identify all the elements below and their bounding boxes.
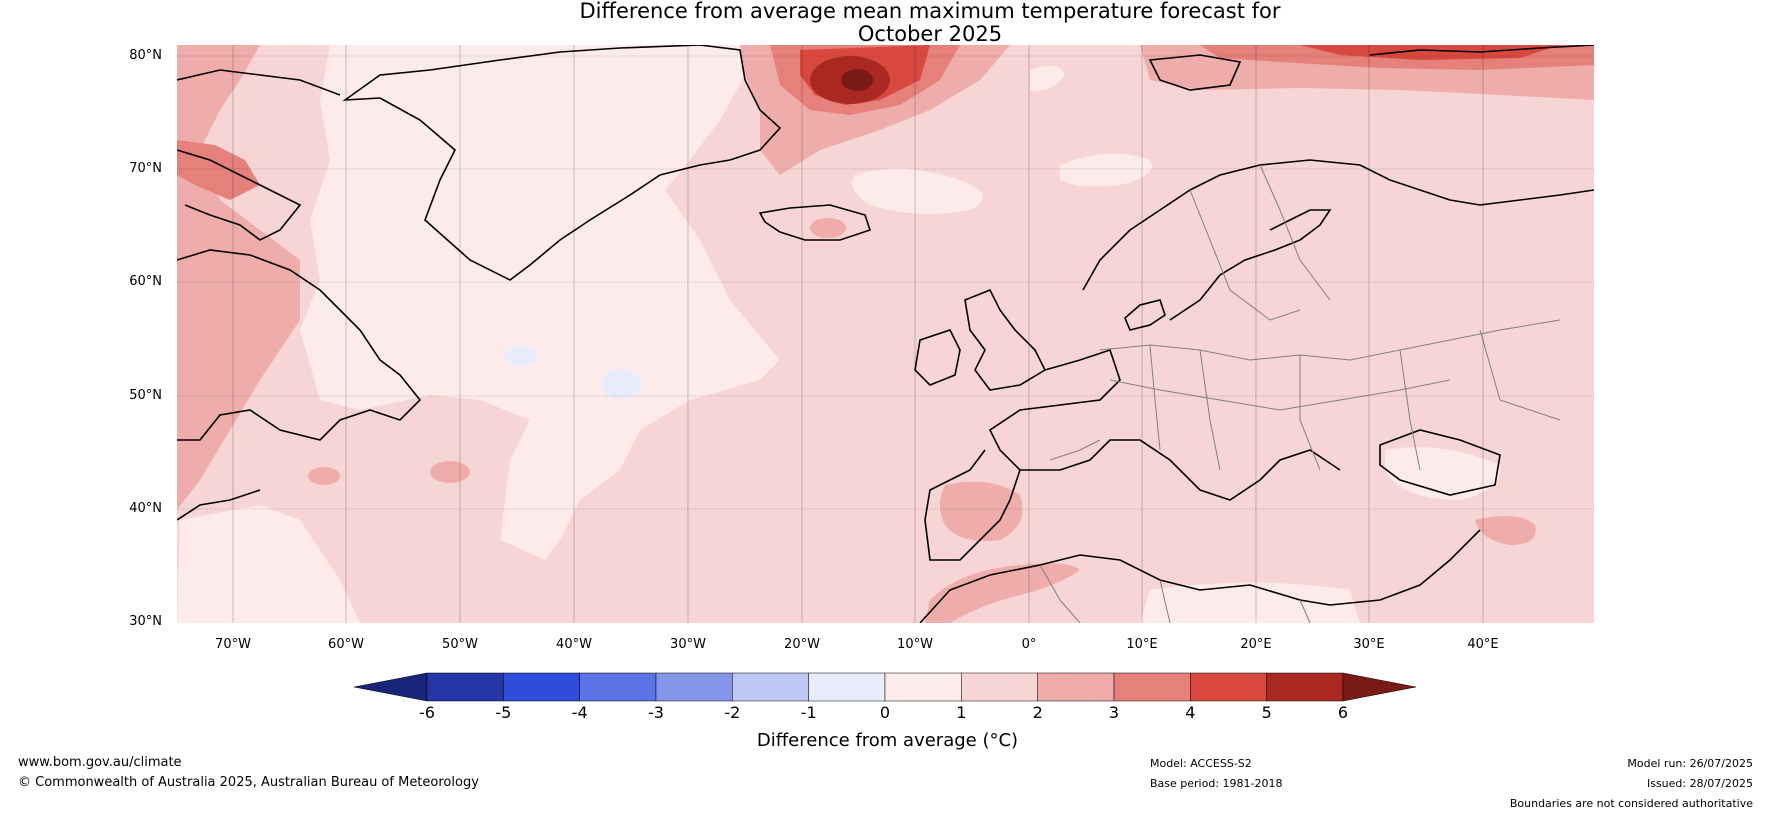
colorbar-swatch <box>1037 672 1115 702</box>
anomaly-minus1-0-patch <box>505 346 537 366</box>
anomaly-4-5-region <box>1300 45 1560 60</box>
colorbar-swatch <box>579 672 657 702</box>
anomaly-2-3-region <box>177 45 300 510</box>
anomaly-0-1-region <box>300 45 780 560</box>
lat-label: 60°N <box>129 274 162 289</box>
lon-label: 20°E <box>1240 637 1272 652</box>
colorbar-tick-label: 6 <box>1337 703 1349 722</box>
disclaimer-text: Boundaries are not considered authoritat… <box>1509 797 1753 810</box>
model-text: Model: ACCESS-S2 <box>1150 757 1252 770</box>
graticule <box>177 55 1594 510</box>
anomaly-2-3-patch <box>1475 516 1536 545</box>
anomaly-2-3-patch <box>430 461 470 483</box>
lat-label: 50°N <box>129 388 162 403</box>
anomaly-2-3-patch <box>925 563 1080 623</box>
colorbar-under-arrow <box>353 672 428 702</box>
colorbar <box>353 672 1417 702</box>
anomaly-minus1-0-patch <box>601 369 641 399</box>
colorbar-swatch <box>961 672 1038 702</box>
colorbar-swatch <box>426 672 504 702</box>
coastlines <box>177 45 1594 623</box>
colorbar-tick-label: 1 <box>956 703 967 722</box>
anomaly-0-1-patch <box>177 505 360 623</box>
base-period-text: Base period: 1981-2018 <box>1150 777 1283 790</box>
colorbar-tick-label: 0 <box>879 703 891 722</box>
colorbar-tick-label: -6 <box>419 703 435 722</box>
anomaly-2-3-patch <box>940 481 1023 541</box>
website-text: www.bom.gov.au/climate <box>18 755 182 770</box>
lat-label: 30°N <box>129 614 162 629</box>
lat-label: 80°N <box>129 48 162 63</box>
lon-label: 10°E <box>1126 637 1158 652</box>
anomaly-2-3-patch <box>810 218 846 238</box>
colorbar-tick-label: -4 <box>571 703 588 722</box>
lon-label: 20°W <box>784 637 820 652</box>
model-run-text: Model run: 26/07/2025 <box>1627 757 1753 770</box>
colorbar-label: Difference from average (°C) <box>756 730 1019 751</box>
copyright-text: © Commonwealth of Australia 2025, Austra… <box>18 775 479 790</box>
lon-label: 40°E <box>1467 637 1499 652</box>
lon-label: 30°E <box>1353 637 1385 652</box>
chart-title: Difference from average mean maximum tem… <box>0 0 1770 46</box>
colorbar-tick-label: 3 <box>1108 703 1120 722</box>
anomaly-3-4-patch <box>177 140 260 200</box>
anomaly-above-6-patch <box>841 69 873 91</box>
colorbar-swatch <box>1190 672 1267 702</box>
colorbar-swatch <box>503 672 580 702</box>
lon-label: 40°W <box>556 637 592 652</box>
colorbar-swatch <box>808 672 886 702</box>
colorbar-tick-label: -2 <box>724 703 741 722</box>
lat-label: 70°N <box>129 161 162 176</box>
colorbar-tick-label: 5 <box>1261 703 1272 722</box>
anomaly-field <box>177 45 1594 623</box>
country-borders <box>1039 164 1561 623</box>
colorbar-swatch <box>1266 672 1344 702</box>
colorbar-tick-label: 2 <box>1032 703 1043 722</box>
lon-label: 10°W <box>897 637 933 652</box>
lon-label: 0° <box>1021 637 1037 652</box>
colorbar-tick-label: -1 <box>800 703 817 722</box>
colorbar-tick-label: -5 <box>495 703 512 722</box>
meridians <box>232 45 1484 623</box>
anomaly-0-1-patch <box>1140 582 1360 623</box>
colorbar-swatch <box>732 672 809 702</box>
colorbar-tick-label: 4 <box>1185 703 1196 722</box>
anomaly-2-3-patch <box>308 467 340 485</box>
colorbar-swatch <box>655 672 733 702</box>
colorbar-swatch <box>884 672 962 702</box>
anomaly-0-1-patch <box>852 168 983 214</box>
lon-label: 50°W <box>442 637 478 652</box>
colorbar-over-arrow <box>1342 672 1417 702</box>
anomaly-0-1-patch <box>1385 447 1501 500</box>
lon-label: 30°W <box>670 637 706 652</box>
lat-label: 40°N <box>129 501 162 516</box>
title-line-2: October 2025 <box>857 22 1003 46</box>
anomaly-0-1-patch <box>1060 153 1152 187</box>
lon-label: 70°W <box>215 637 251 652</box>
colorbar-tick-label: -3 <box>648 703 664 722</box>
anomaly-0-1-patch <box>1030 66 1065 91</box>
lon-label: 60°W <box>328 637 364 652</box>
title-line-1: Difference from average mean maximum tem… <box>579 0 1281 23</box>
colorbar-swatch <box>1113 672 1191 702</box>
issued-text: Issued: 28/07/2025 <box>1646 777 1753 790</box>
